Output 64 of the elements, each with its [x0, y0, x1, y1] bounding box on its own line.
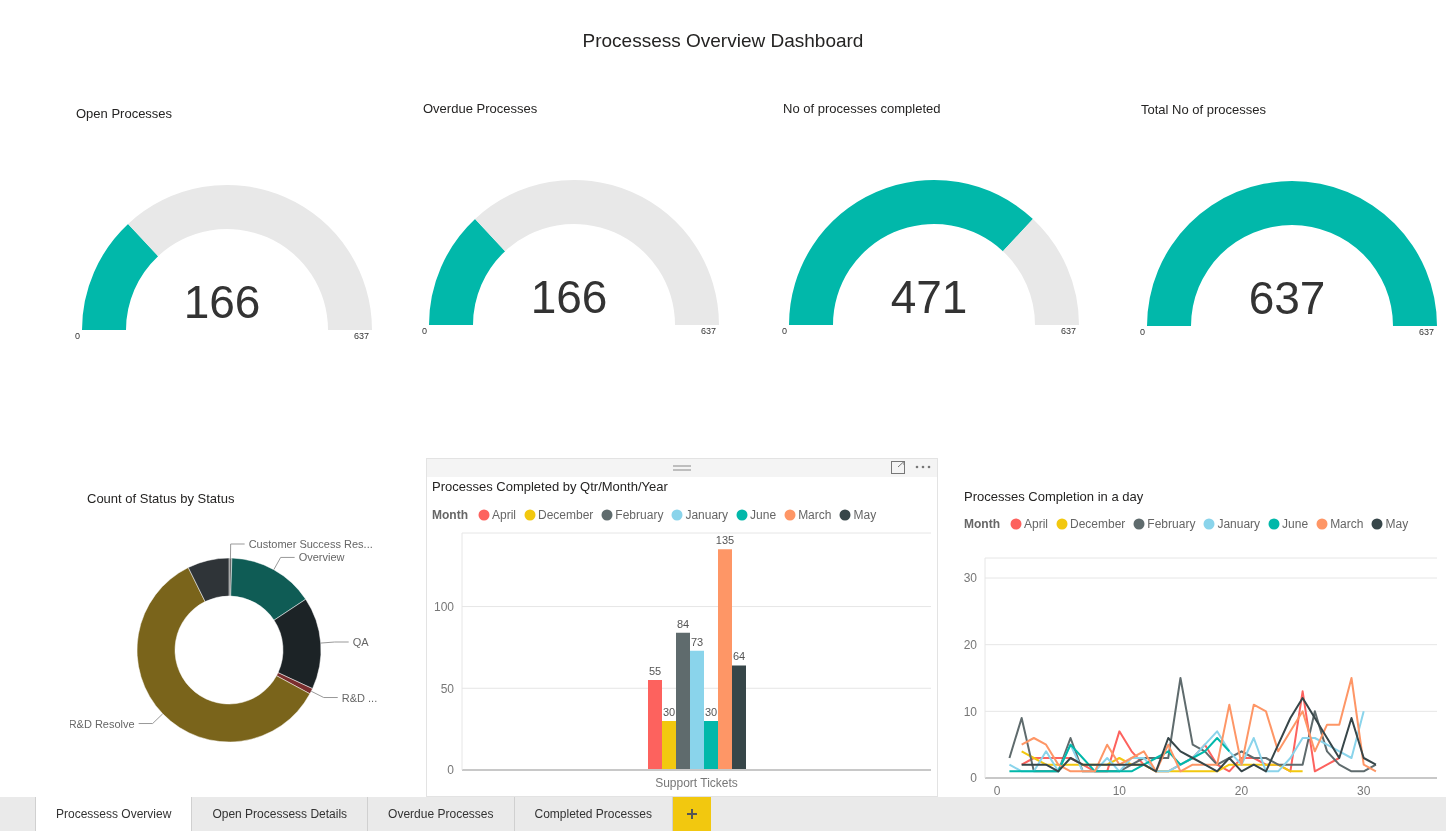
legend-label: February — [1146, 517, 1196, 531]
data-label: 30 — [662, 705, 676, 718]
legend-label: January — [1216, 517, 1261, 531]
text: 637 — [1059, 326, 1076, 336]
text: 637 — [1247, 271, 1327, 325]
y-tick-label: 0 — [447, 763, 455, 778]
x-tick-label: 20 — [1234, 783, 1249, 798]
legend-label: April — [491, 508, 516, 522]
slice-label: Customer Success Res... — [248, 538, 373, 551]
legend-label: March — [1329, 517, 1364, 531]
data-label: 73 — [690, 635, 704, 648]
legend-label: April — [1023, 517, 1048, 531]
text: 471 — [889, 270, 969, 324]
y-tick-label: 20 — [963, 637, 978, 652]
text: Completed Processes — [514, 797, 673, 831]
chart-title: Count of Status by Status — [87, 491, 235, 507]
slice-label: R&D ... — [341, 691, 378, 704]
text: Overdue Processes — [368, 797, 515, 831]
y-tick-label: 100 — [433, 599, 455, 614]
chart-title: No of processes completed — [783, 101, 941, 117]
legend-label: June — [1281, 517, 1309, 531]
data-label: 64 — [732, 650, 746, 663]
legend-label: January — [684, 508, 729, 522]
text: 0 — [1140, 327, 1146, 337]
text: Processess Overview Dashboard — [581, 30, 865, 52]
x-tick-label: 30 — [1357, 783, 1371, 798]
legend-label: June — [749, 508, 777, 522]
slice-label: Overview — [298, 551, 345, 564]
slice-label: QA — [352, 636, 370, 649]
chart-title: Processes Completed by Qtr/Month/Year — [432, 479, 668, 495]
legend-title: Month — [432, 508, 468, 522]
data-label: 135 — [715, 534, 735, 547]
legend-label: December — [537, 508, 594, 522]
y-tick-label: 50 — [440, 681, 455, 696]
x-tick-label: 10 — [1112, 783, 1127, 798]
x-tick-label: 0 — [993, 783, 1001, 798]
data-label: 55 — [648, 665, 662, 678]
chart-title: Open Processes — [76, 106, 173, 122]
text: Open Processess Details — [192, 797, 369, 831]
text: 637 — [352, 331, 369, 341]
legend-label: May — [852, 508, 877, 522]
data-label: 84 — [676, 617, 690, 630]
chart-title: Total No of processes — [1141, 102, 1267, 118]
y-tick-label: 0 — [970, 771, 978, 786]
legend-label: December — [1069, 517, 1126, 531]
text: 0 — [782, 326, 788, 336]
y-tick-label: 30 — [963, 571, 978, 586]
legend-label: March — [797, 508, 832, 522]
text: 0 — [75, 331, 81, 341]
chart-title: Processes Completion in a day — [964, 489, 1144, 505]
y-tick-label: 10 — [963, 704, 978, 719]
legend-label: May — [1384, 517, 1409, 531]
legend-title: Month — [964, 517, 1000, 531]
text: 0 — [422, 326, 428, 336]
slice-label: R&D Resolve — [68, 717, 135, 730]
text: 166 — [529, 270, 609, 324]
x-tick-label: Support Tickets — [655, 775, 738, 790]
legend-label: February — [614, 508, 664, 522]
text: Processess Overview — [35, 797, 193, 831]
text: 637 — [699, 326, 716, 336]
text: 166 — [182, 275, 262, 329]
data-label: 30 — [704, 705, 718, 718]
text: 637 — [1417, 327, 1434, 337]
chart-title: Overdue Processes — [423, 101, 538, 117]
